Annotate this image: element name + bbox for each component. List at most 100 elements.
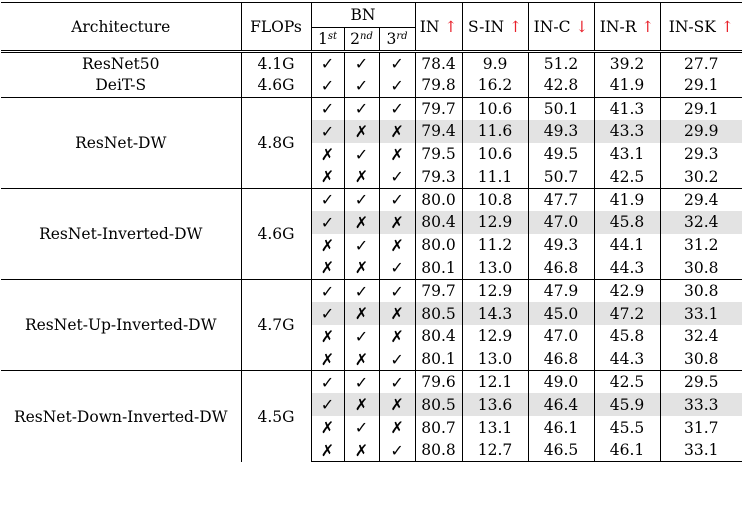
metric-cell: 46.1 bbox=[528, 416, 595, 440]
metric-cell: 47.2 bbox=[594, 302, 661, 326]
metric-cell: 13.0 bbox=[462, 256, 529, 280]
metric-cell: 29.4 bbox=[660, 187, 743, 212]
check-icon: ✓ bbox=[311, 119, 345, 143]
table-row: ✗ ✗ ✓ 80.8 12.7 46.5 46.1 33.1 bbox=[1, 439, 743, 463]
check-icon: ✓ bbox=[344, 50, 380, 75]
metric-cell: 45.8 bbox=[594, 211, 661, 234]
table-row: ✗ ✓ ✗ 79.5 10.6 49.5 43.1 29.3 bbox=[1, 142, 742, 166]
metric-cell: 46.8 bbox=[528, 347, 595, 371]
cross-icon: ✗ bbox=[344, 302, 380, 326]
metric-cell: 42.5 bbox=[594, 165, 661, 189]
check-icon: ✓ bbox=[379, 96, 416, 120]
metric-cell: 42.9 bbox=[594, 278, 661, 303]
metric-cell: 11.1 bbox=[462, 165, 529, 189]
header-bn-3rd: 3rd bbox=[379, 27, 416, 52]
table-row: ✓ ✗ ✗ 80.4 12.9 47.0 45.8 32.4 bbox=[1, 211, 743, 234]
metric-cell: 12.9 bbox=[462, 211, 529, 234]
check-icon: ✓ bbox=[344, 370, 380, 394]
flops-cell: 4.1G bbox=[241, 50, 312, 75]
cross-icon: ✗ bbox=[379, 233, 416, 257]
flops-cell: 4.6G bbox=[241, 187, 312, 280]
flops-cell: 4.6G bbox=[241, 74, 312, 98]
metric-cell: 47.0 bbox=[528, 211, 595, 234]
header-bn-2nd: 2nd bbox=[344, 27, 380, 52]
check-icon: ✓ bbox=[311, 370, 345, 394]
metric-cell: 11.2 bbox=[462, 233, 529, 257]
architecture-cell: ResNet-Down-Inverted-DW bbox=[1, 370, 242, 462]
metric-cell: 41.3 bbox=[594, 96, 661, 120]
cross-icon: ✗ bbox=[379, 211, 416, 234]
metric-cell: 30.2 bbox=[684, 167, 719, 186]
header-metric-in: IN ↑ bbox=[415, 2, 463, 52]
metric-cell: 31.2 bbox=[684, 236, 719, 255]
check-icon: ✓ bbox=[379, 74, 416, 98]
arrow-up-icon: ↑ bbox=[641, 17, 655, 36]
check-icon: ✓ bbox=[311, 96, 345, 120]
metric-cell: 45.8 bbox=[594, 325, 661, 348]
metric-cell: 30.8 bbox=[684, 350, 719, 368]
header-bn: BN bbox=[311, 2, 416, 28]
metric-cell: 16.2 bbox=[462, 74, 529, 98]
header-flops: FLOPs bbox=[241, 2, 312, 52]
metric-cell: 13.1 bbox=[462, 416, 529, 440]
table-row: DeiT-S 4.6G ✓ ✓ ✓ 79.8 16.2 42.8 41.9 29.1 bbox=[1, 74, 742, 98]
architecture-cell: ResNet-Inverted-DW bbox=[1, 187, 242, 280]
header-row-1: Architecture FLOPs BN IN ↑ S-IN ↑ IN-C ↓… bbox=[1, 2, 743, 52]
header-metric-s-in: S-IN ↑ bbox=[462, 2, 529, 52]
metric-cell: 27.7 bbox=[660, 50, 743, 75]
metric-cell: 51.2 bbox=[528, 50, 595, 75]
check-icon: ✓ bbox=[344, 233, 380, 257]
metric-cell: 30.8 bbox=[684, 258, 719, 277]
metric-cell: 12.7 bbox=[462, 439, 529, 463]
cross-icon: ✗ bbox=[344, 119, 380, 143]
metric-cell: 33.1 bbox=[660, 439, 743, 463]
table-row: ResNet-Inverted-DW 4.6G ✓ ✓ ✓ 80.0 10.8 47.7 41.… bbox=[1, 187, 743, 280]
cross-icon: ✗ bbox=[344, 211, 380, 234]
metric-cell: 50.7 bbox=[528, 165, 595, 189]
metric-cell: 45.5 bbox=[594, 416, 661, 440]
metric-cell: 29.1 bbox=[684, 76, 719, 95]
metric-cell: 47.0 bbox=[528, 325, 595, 348]
flops-cell: 4.5G bbox=[241, 370, 312, 462]
check-icon: ✓ bbox=[344, 325, 380, 348]
metric-cell: 79.7 bbox=[415, 96, 463, 120]
metric-cell: 13.6 bbox=[462, 393, 529, 417]
metric-cell: 43.1 bbox=[594, 142, 661, 166]
check-icon: ✓ bbox=[311, 278, 345, 303]
table-row: ✗ ✓ ✗ 80.0 11.2 49.3 44.1 31.2 bbox=[1, 233, 742, 257]
check-icon: ✓ bbox=[344, 96, 380, 120]
metric-cell: 42.8 bbox=[528, 74, 595, 98]
metric-cell: 46.1 bbox=[594, 439, 661, 463]
metric-cell: 11.6 bbox=[462, 119, 529, 143]
header-metric-in-c: IN-C ↓ bbox=[528, 2, 595, 52]
cross-icon: ✗ bbox=[379, 302, 416, 326]
check-icon: ✓ bbox=[379, 347, 416, 371]
table-body: ResNet50 4.1G ✓ ✓ ✓ 78.4 9.9 51.2 39.2 27.7 DeiT-S… bbox=[1, 50, 743, 463]
metric-cell: 80.4 bbox=[415, 211, 463, 234]
cross-icon: ✗ bbox=[311, 233, 345, 257]
metric-cell: 12.9 bbox=[462, 325, 529, 348]
cross-icon: ✗ bbox=[311, 347, 345, 371]
metric-cell: 14.3 bbox=[462, 302, 529, 326]
metric-cell: 46.8 bbox=[528, 256, 595, 280]
cross-icon: ✗ bbox=[311, 416, 345, 440]
check-icon: ✓ bbox=[379, 278, 416, 303]
table-row: ✗ ✗ ✓ 80.1 13.0 46.8 44.3 30.8 bbox=[1, 347, 742, 371]
metric-cell: 49.0 bbox=[528, 370, 595, 394]
check-icon: ✓ bbox=[344, 278, 380, 303]
metric-cell: 79.4 bbox=[415, 119, 463, 143]
metric-cell: 10.6 bbox=[462, 96, 529, 120]
table-row: ResNet-DW 4.8G ✓ ✓ ✓ 79.7 10.6 50.1 41.3 29.1 bbox=[1, 96, 743, 189]
table-row: ResNet50 4.1G ✓ ✓ ✓ 78.4 9.9 51.2 39.2 27.7 bbox=[1, 50, 743, 75]
metric-cell: 46.5 bbox=[528, 439, 595, 463]
cross-icon: ✗ bbox=[311, 142, 345, 166]
cross-icon: ✗ bbox=[379, 325, 416, 348]
cross-icon: ✗ bbox=[344, 347, 380, 371]
metric-cell: 9.9 bbox=[462, 50, 529, 75]
header-metric-in-r: IN-R ↑ bbox=[594, 2, 661, 52]
check-icon: ✓ bbox=[344, 187, 380, 212]
flops-cell: 4.7G bbox=[241, 278, 312, 371]
arrow-up-icon: ↑ bbox=[720, 17, 734, 36]
cross-icon: ✗ bbox=[379, 142, 416, 166]
